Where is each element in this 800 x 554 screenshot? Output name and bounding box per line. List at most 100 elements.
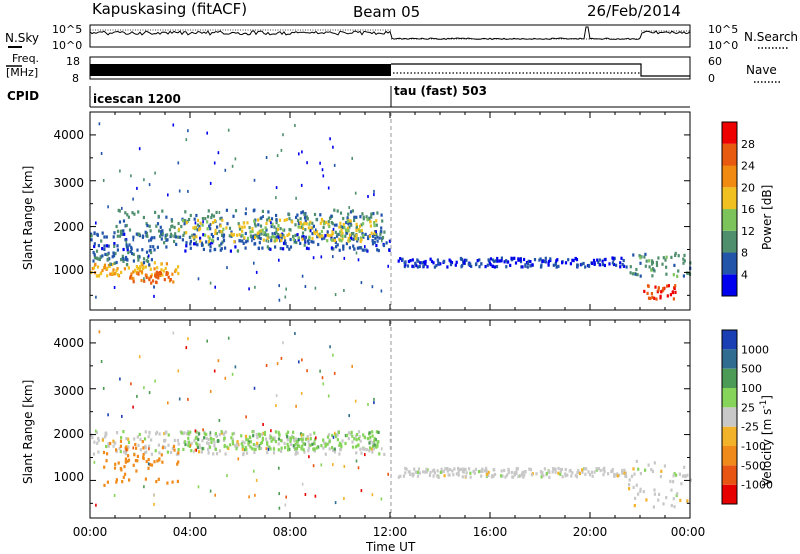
velocity-cell [679,498,682,502]
velocity-cell [242,451,245,455]
power-cell [238,233,241,237]
power-cell [108,264,111,268]
power-cell [171,224,174,228]
velocity-cell [119,377,121,381]
noise-panel: N.Sky 10^5 10^0 10^5 10^0 N.Search [5,23,798,52]
power-cell [303,212,306,216]
velocity-cell [143,437,147,441]
power-cell [655,297,658,301]
power-cell [189,246,192,250]
power-cell [116,229,120,233]
power-cell [319,161,321,165]
power-cell [343,226,346,230]
power-cell [145,273,148,277]
velocity-cell [254,493,256,497]
power-cell [676,274,679,278]
power-cell [330,238,333,242]
power-cell [343,289,345,292]
power-cell [194,221,197,225]
power-cell [219,217,222,221]
velocity-cell [251,430,254,434]
velocity-cell [331,446,334,450]
velocity-cell [145,459,148,464]
power-cell [150,273,153,277]
velocity-cell [468,467,471,471]
power-cell [301,150,303,154]
velocity-cell [176,438,179,443]
velocity-cell [292,444,295,448]
power-cell [270,236,273,240]
power-cell [574,257,577,261]
power-cell [222,235,225,239]
velocity-cell [333,450,337,454]
power-cell [433,265,436,269]
power-cell [547,259,551,263]
velocity-cell [472,470,476,474]
velocity-cell [399,474,402,478]
power-cell [465,258,468,262]
power-cell [591,261,594,265]
power-cell [208,239,211,244]
velocity-cell [452,473,455,477]
power-cell [373,240,376,244]
velocity-cell [663,464,666,468]
power-cell [135,265,138,269]
velocity-cell [144,477,147,481]
velocity-cell [506,473,509,477]
power-cell [547,261,550,265]
velocity-cell [635,483,638,487]
power-cell [373,189,375,193]
velocity-cell [157,443,160,447]
power-cell [416,265,419,269]
velocity-cell [277,442,280,446]
velocity-cell [444,467,447,471]
velocity-cell [597,467,600,471]
power-cell [220,247,223,251]
power-cell [149,238,153,242]
velocity-cell [462,470,465,474]
power-cell [302,235,305,239]
power-cell [347,229,350,233]
power-cell [241,225,244,229]
power-cell [180,224,183,229]
velocity-cell [227,336,230,340]
power-ytick-4000: 4000 [53,128,84,142]
power-cell [103,247,106,251]
velocity-cell [327,433,330,437]
velocity-cell [296,451,299,455]
velocity-cell [166,450,169,454]
velocity-cell [187,397,189,401]
velocity-cell [178,397,181,401]
power-cell [148,249,151,253]
power-cell [318,232,321,236]
velocity-cell [429,470,432,475]
velocity-cell [566,473,569,477]
power-cell [284,295,287,299]
velocity-cell [201,439,204,443]
power-cell [381,239,383,243]
power-cell [375,233,378,237]
velocity-cell [639,487,642,491]
power-cell [91,267,94,271]
power-cell [145,222,148,226]
velocity-cell [284,446,287,450]
velocity-cell [357,437,360,441]
power-cell [148,263,151,267]
velocity-cell [675,493,678,497]
power-cell [165,271,168,275]
power-cell [342,216,345,221]
power-cell [157,271,160,275]
power-cell [301,223,304,227]
power-cell [478,258,481,262]
power-cell [164,266,167,270]
velocity-cell [142,453,145,457]
power-cell [140,261,143,265]
velocity-cell [328,447,331,451]
velocity-cell [155,430,158,434]
power-cell [119,169,121,173]
velocity-cell [263,432,267,436]
power-cell [333,163,336,167]
velocity-cell [177,448,180,452]
velocity-cell [132,405,134,409]
velocity-cell [141,440,144,444]
